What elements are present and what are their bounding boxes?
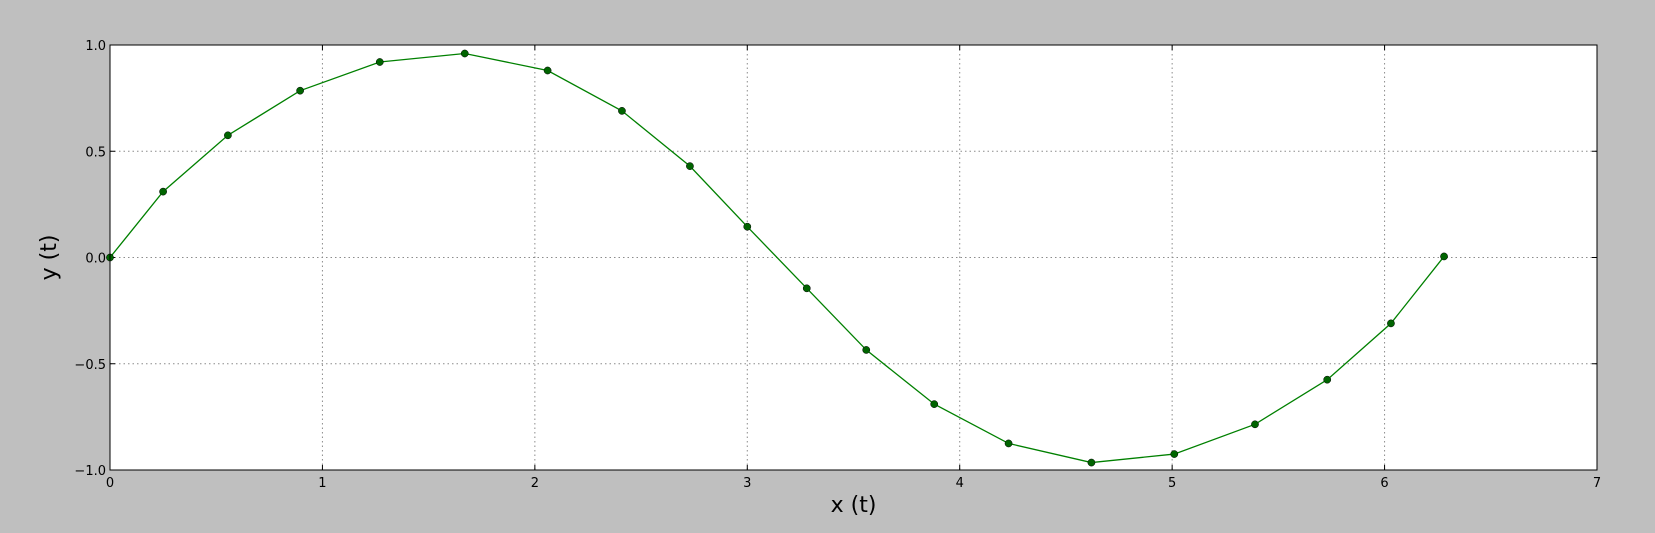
data-point (1004, 439, 1013, 448)
data-point (543, 66, 552, 75)
data-point (1440, 252, 1448, 261)
data-point (618, 107, 626, 115)
x-tick-label: 2 (531, 476, 539, 491)
data-point (743, 222, 752, 231)
data-point (1323, 375, 1332, 384)
x-axis-title: x (t) (831, 493, 877, 518)
data-point (296, 86, 304, 95)
data-point (686, 162, 694, 170)
x-tick-label: 6 (1380, 476, 1388, 491)
series-layer (106, 49, 1448, 467)
data-point (930, 400, 939, 408)
data-point (159, 187, 167, 196)
axis-ticks: 0 1 2 3 4 5 6 7 −1.0 −0.5 0.0 0.5 1.0 (74, 39, 1601, 491)
data-point (1087, 458, 1096, 467)
y-axis-title: y (t) (37, 235, 62, 281)
grid-lines (110, 45, 1597, 470)
x-tick-label: 5 (1168, 476, 1176, 491)
y-tick-label: −1.0 (74, 464, 106, 479)
x-tick-label: 7 (1593, 476, 1601, 491)
y-tick-label: 0.5 (85, 145, 106, 160)
data-point (802, 284, 811, 293)
x-tick-label: 1 (318, 476, 326, 491)
data-point (1170, 450, 1179, 458)
y-tick-label: 0.0 (85, 252, 106, 267)
plot-frame (109, 44, 1598, 471)
data-point (375, 58, 384, 66)
x-tick-label: 3 (743, 476, 751, 491)
y-tick-label: −0.5 (74, 358, 106, 373)
data-point (224, 131, 232, 140)
y-tick-label: 1.0 (85, 39, 106, 54)
x-tick-label: 0 (106, 476, 114, 491)
data-point (460, 49, 469, 58)
data-point (1387, 319, 1395, 328)
data-point (1251, 420, 1259, 429)
data-point (862, 346, 871, 354)
x-tick-label: 4 (956, 476, 964, 491)
series-line (109, 52, 1445, 464)
